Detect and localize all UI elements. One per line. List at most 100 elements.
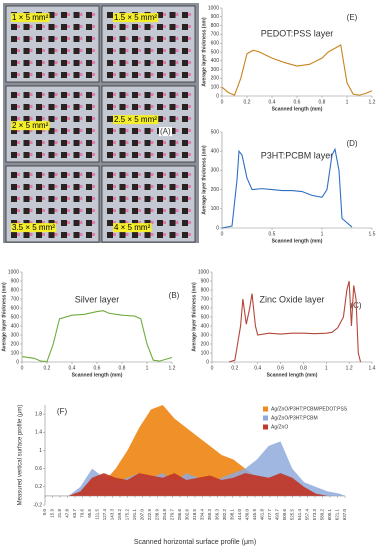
device-pad: [157, 232, 163, 238]
device-pad: [73, 152, 80, 158]
x-tick-label: 0.2: [244, 99, 251, 105]
device-pad: [61, 92, 67, 98]
device-pad: [157, 152, 163, 158]
y-axis-label: Average layer thickness (nm): [201, 145, 207, 215]
data-area: [45, 405, 345, 496]
device-pad: [36, 48, 42, 54]
x-tick-label: 0.4: [269, 99, 276, 105]
x-tick-label: 175.2: [125, 509, 130, 521]
device-dot: [138, 197, 141, 200]
chart-title: Zinc Oxide layer: [259, 294, 324, 304]
device-dot: [29, 73, 33, 76]
device-pad: [157, 24, 163, 30]
y-tick-label: 0: [216, 93, 219, 99]
device-dot: [163, 93, 166, 96]
device-dot: [163, 197, 166, 200]
data-line: [221, 44, 373, 96]
device-dot: [92, 185, 95, 188]
device-dot: [79, 105, 83, 108]
y-tick-label: 700: [211, 32, 220, 38]
x-axis-label: Scanned length (mm): [267, 372, 318, 378]
device-dot: [175, 153, 179, 156]
device-dot: [79, 73, 83, 76]
device-pad: [144, 24, 151, 30]
device-dot: [29, 49, 33, 52]
device-pad: [107, 128, 113, 134]
x-tick-label: 302.6: [185, 509, 190, 521]
device-dot: [54, 61, 58, 64]
device-pad: [132, 48, 138, 54]
device-dot: [138, 221, 141, 224]
device-dot: [54, 197, 58, 200]
device-dot: [54, 129, 58, 132]
device-pad: [23, 72, 30, 78]
x-tick-label: 0: [221, 231, 224, 237]
device-dot: [17, 117, 20, 120]
x-tick-label: 0.8: [119, 365, 126, 371]
device-dot: [163, 37, 166, 40]
y-tick-label: 800: [211, 23, 220, 29]
device-dot: [54, 173, 58, 176]
device-dot: [175, 197, 179, 200]
device-dot: [125, 37, 129, 40]
device-pad: [11, 92, 17, 98]
device-pad: [36, 116, 42, 122]
device-dot: [92, 61, 95, 64]
x-axis-label: Scanned length (mm): [72, 372, 123, 378]
x-tick-label: 31.8: [57, 509, 62, 518]
device-dot: [113, 129, 116, 132]
device-pad: [23, 140, 30, 146]
device-pad: [169, 232, 176, 238]
device-dot: [175, 61, 179, 64]
x-tick-label: 398.1: [230, 509, 235, 521]
device-dot: [175, 25, 179, 28]
y-tick-label: 100: [11, 350, 20, 356]
device-pad: [36, 220, 42, 226]
device-pad: [36, 92, 42, 98]
device-dot: [54, 37, 58, 40]
x-tick-label: 207.0: [140, 509, 145, 521]
device-pad: [36, 172, 42, 178]
legend-swatch: [263, 406, 268, 412]
panel-label: (E): [347, 13, 358, 22]
x-tick-label: 430.0: [245, 509, 250, 521]
device-dot: [175, 233, 179, 236]
device-dot: [67, 221, 70, 224]
data-line: [228, 280, 362, 363]
device-dot: [138, 25, 141, 28]
device-pad: [132, 24, 138, 30]
device-dot: [113, 49, 116, 52]
device-pad: [86, 128, 92, 134]
device-pad: [48, 60, 55, 66]
device-pad: [11, 140, 17, 146]
device-dot: [175, 141, 179, 144]
data-area: [45, 473, 345, 496]
device-dot: [163, 73, 166, 76]
device-pad: [132, 140, 138, 146]
x-tick-label: 1.2: [169, 365, 176, 371]
device-pad: [169, 220, 176, 226]
device-pad: [11, 196, 17, 202]
x-tick-label: 1: [146, 365, 149, 371]
device-pad: [169, 104, 176, 110]
data-line: [221, 147, 353, 229]
device-dot: [125, 221, 129, 224]
device-pad: [11, 184, 17, 190]
device-dot: [92, 117, 95, 120]
device-pad: [119, 140, 126, 146]
device-dot: [67, 117, 70, 120]
device-dot: [175, 209, 179, 212]
device-dot: [188, 197, 191, 200]
device-pad: [86, 12, 92, 18]
device-pad: [48, 72, 55, 78]
device-dot: [79, 129, 83, 132]
device-pad: [11, 152, 17, 158]
device-pad: [182, 208, 188, 214]
y-axis-label: Average layer thickness (nm): [1, 282, 7, 352]
device-dot: [113, 37, 116, 40]
device-pad: [73, 232, 80, 238]
device-dot: [29, 93, 33, 96]
device-dot: [29, 61, 33, 64]
device-dot: [188, 233, 191, 236]
device-dot: [175, 129, 179, 132]
